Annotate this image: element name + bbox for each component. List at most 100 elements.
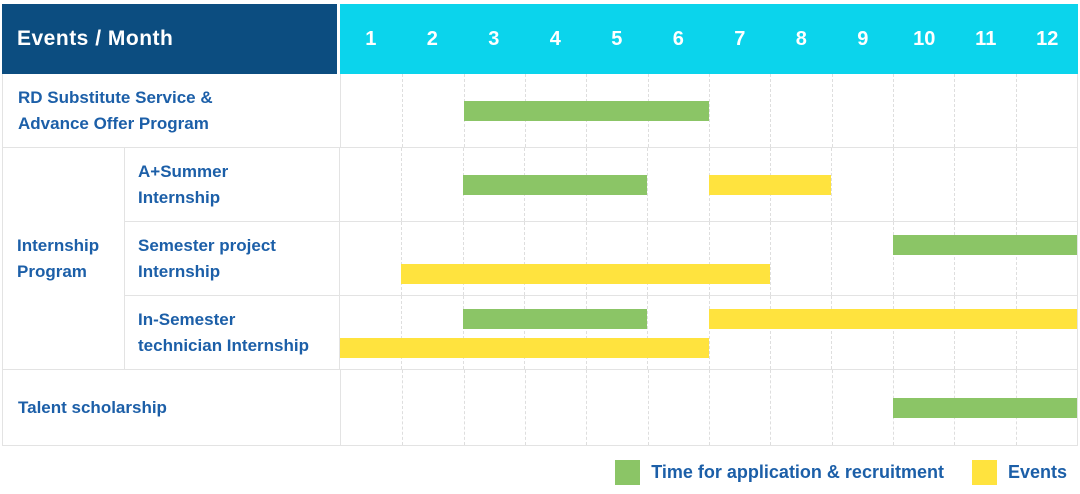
month-gridline: [463, 370, 465, 445]
group-label-internship-program: Internship Program: [3, 148, 125, 369]
month-gridline: [954, 296, 956, 369]
label-line: In-Semester: [138, 309, 236, 329]
month-gridline: [954, 74, 956, 147]
month-gridline: [892, 148, 894, 221]
legend-label-recruitment: Time for application & recruitment: [651, 461, 944, 482]
month-header-cell: 12: [1036, 27, 1059, 50]
month-gridline: [462, 296, 464, 369]
month-header-cell: 9: [857, 27, 869, 50]
month-gridline: [647, 148, 649, 221]
row-label-a-summer: A+Summer Internship: [125, 148, 340, 221]
month-gridline: [401, 148, 403, 221]
gantt-bar-recruitment: [892, 235, 1077, 255]
month-gridline: [647, 370, 649, 445]
gantt-bar-recruitment: [463, 101, 709, 121]
month-gridline: [462, 222, 464, 295]
row-semester-project-internship: Semester project Internship: [125, 221, 1077, 295]
month-gridline: [769, 222, 771, 295]
label-line: Internship: [138, 261, 221, 281]
month-gridline: [770, 74, 772, 147]
header-events-month: Events / Month: [2, 4, 340, 74]
month-header-strip: 1 2 3 4 5 6 7 8 9 10 11 12: [340, 4, 1078, 74]
month-header-cell: 4: [549, 27, 561, 50]
month-gridline: [954, 148, 956, 221]
legend-label-events: Events: [1007, 461, 1067, 482]
gantt-bar-recruitment: [462, 309, 648, 329]
label-line: Semester project: [138, 235, 276, 255]
row-group-internship-program: Internship Program A+Summer Internship S…: [3, 147, 1077, 369]
legend-swatch-events-icon: [971, 459, 997, 485]
month-header-cell: 2: [426, 27, 438, 50]
month-gridline: [524, 222, 526, 295]
month-header-cell: 10: [913, 27, 936, 50]
label-line: Advance Offer Program: [18, 113, 209, 133]
month-gridline: [585, 296, 587, 369]
label-line: Internship: [17, 235, 100, 255]
month-gridline: [1015, 74, 1017, 147]
table-body: RD Substitute Service & Advance Offer Pr…: [2, 74, 1078, 446]
month-gridline: [708, 222, 710, 295]
month-header-cell: 11: [975, 27, 997, 50]
month-gridline: [831, 74, 833, 147]
month-gridline: [1015, 222, 1017, 295]
label-line: technician Internship: [138, 335, 309, 355]
internship-subrows: A+Summer Internship Semester project Int…: [125, 148, 1077, 369]
label-line: Internship: [138, 187, 221, 207]
legend-swatch-recruitment-icon: [615, 459, 641, 485]
legend: Time for application & recruitment Event…: [615, 457, 1067, 487]
month-gridline: [708, 296, 710, 369]
gantt-table: Events / Month 1 2 3 4 5 6 7 8 9 10 11 12 RD Substi…: [2, 4, 1078, 446]
month-header-cell: 3: [488, 27, 500, 50]
row-in-semester-technician: In-Semester technician Internship: [125, 295, 1077, 369]
gantt-bar-recruitment: [462, 175, 648, 195]
month-gridline: [402, 370, 404, 445]
month-gridline: [831, 222, 833, 295]
month-gridline: [586, 370, 588, 445]
row-rd-substitute: RD Substitute Service & Advance Offer Pr…: [3, 74, 1077, 147]
month-gridline: [525, 370, 526, 445]
row-talent-scholarship: Talent scholarship: [3, 369, 1077, 445]
month-gridline: [709, 74, 710, 147]
row-label-talent-scholarship: Talent scholarship: [3, 370, 341, 445]
chart-cell-talent-scholarship: [341, 370, 1077, 445]
month-gridline: [831, 370, 833, 445]
month-gridline: [401, 296, 403, 369]
gantt-bar-recruitment: [893, 398, 1077, 418]
chart-cell-rd-substitute: [341, 74, 1077, 147]
month-gridline: [831, 296, 833, 369]
row-label-rd-substitute: RD Substitute Service & Advance Offer Pr…: [3, 74, 341, 147]
month-gridline: [769, 296, 771, 369]
month-gridline: [893, 74, 894, 147]
month-gridline: [401, 222, 403, 295]
gantt-bar-event: [708, 175, 832, 195]
gantt-bar-event: [401, 264, 770, 284]
month-header-cell: 5: [611, 27, 623, 50]
gantt-bar-event: [708, 309, 1077, 329]
header-row: Events / Month 1 2 3 4 5 6 7 8 9 10 11 12: [2, 4, 1078, 74]
row-label-semester-project: Semester project Internship: [125, 222, 340, 295]
month-gridline: [1015, 296, 1017, 369]
month-gridline: [892, 222, 894, 295]
label-line: Talent scholarship: [18, 397, 167, 417]
month-gridline: [1015, 148, 1017, 221]
label-line: RD Substitute Service &: [18, 87, 213, 107]
month-gridline: [831, 148, 833, 221]
month-gridline: [585, 222, 587, 295]
month-header-cell: 6: [672, 27, 684, 50]
row-a-summer-internship: A+Summer Internship: [125, 148, 1077, 221]
label-line: Program: [17, 261, 87, 281]
chart-cell-a-summer: [340, 148, 1077, 221]
legend-item-events: Events: [971, 459, 1067, 485]
gantt-bar-event: [340, 338, 709, 358]
header-title: Events / Month: [17, 27, 174, 50]
month-gridline: [402, 74, 404, 147]
month-gridline: [524, 296, 526, 369]
legend-item-recruitment: Time for application & recruitment: [615, 459, 944, 485]
chart-cell-semester-project: [340, 222, 1077, 295]
month-gridline: [892, 296, 894, 369]
month-header-cell: 1: [365, 27, 377, 50]
month-gridline: [709, 370, 710, 445]
label-line: A+Summer: [138, 161, 229, 181]
month-gridline: [647, 222, 649, 295]
